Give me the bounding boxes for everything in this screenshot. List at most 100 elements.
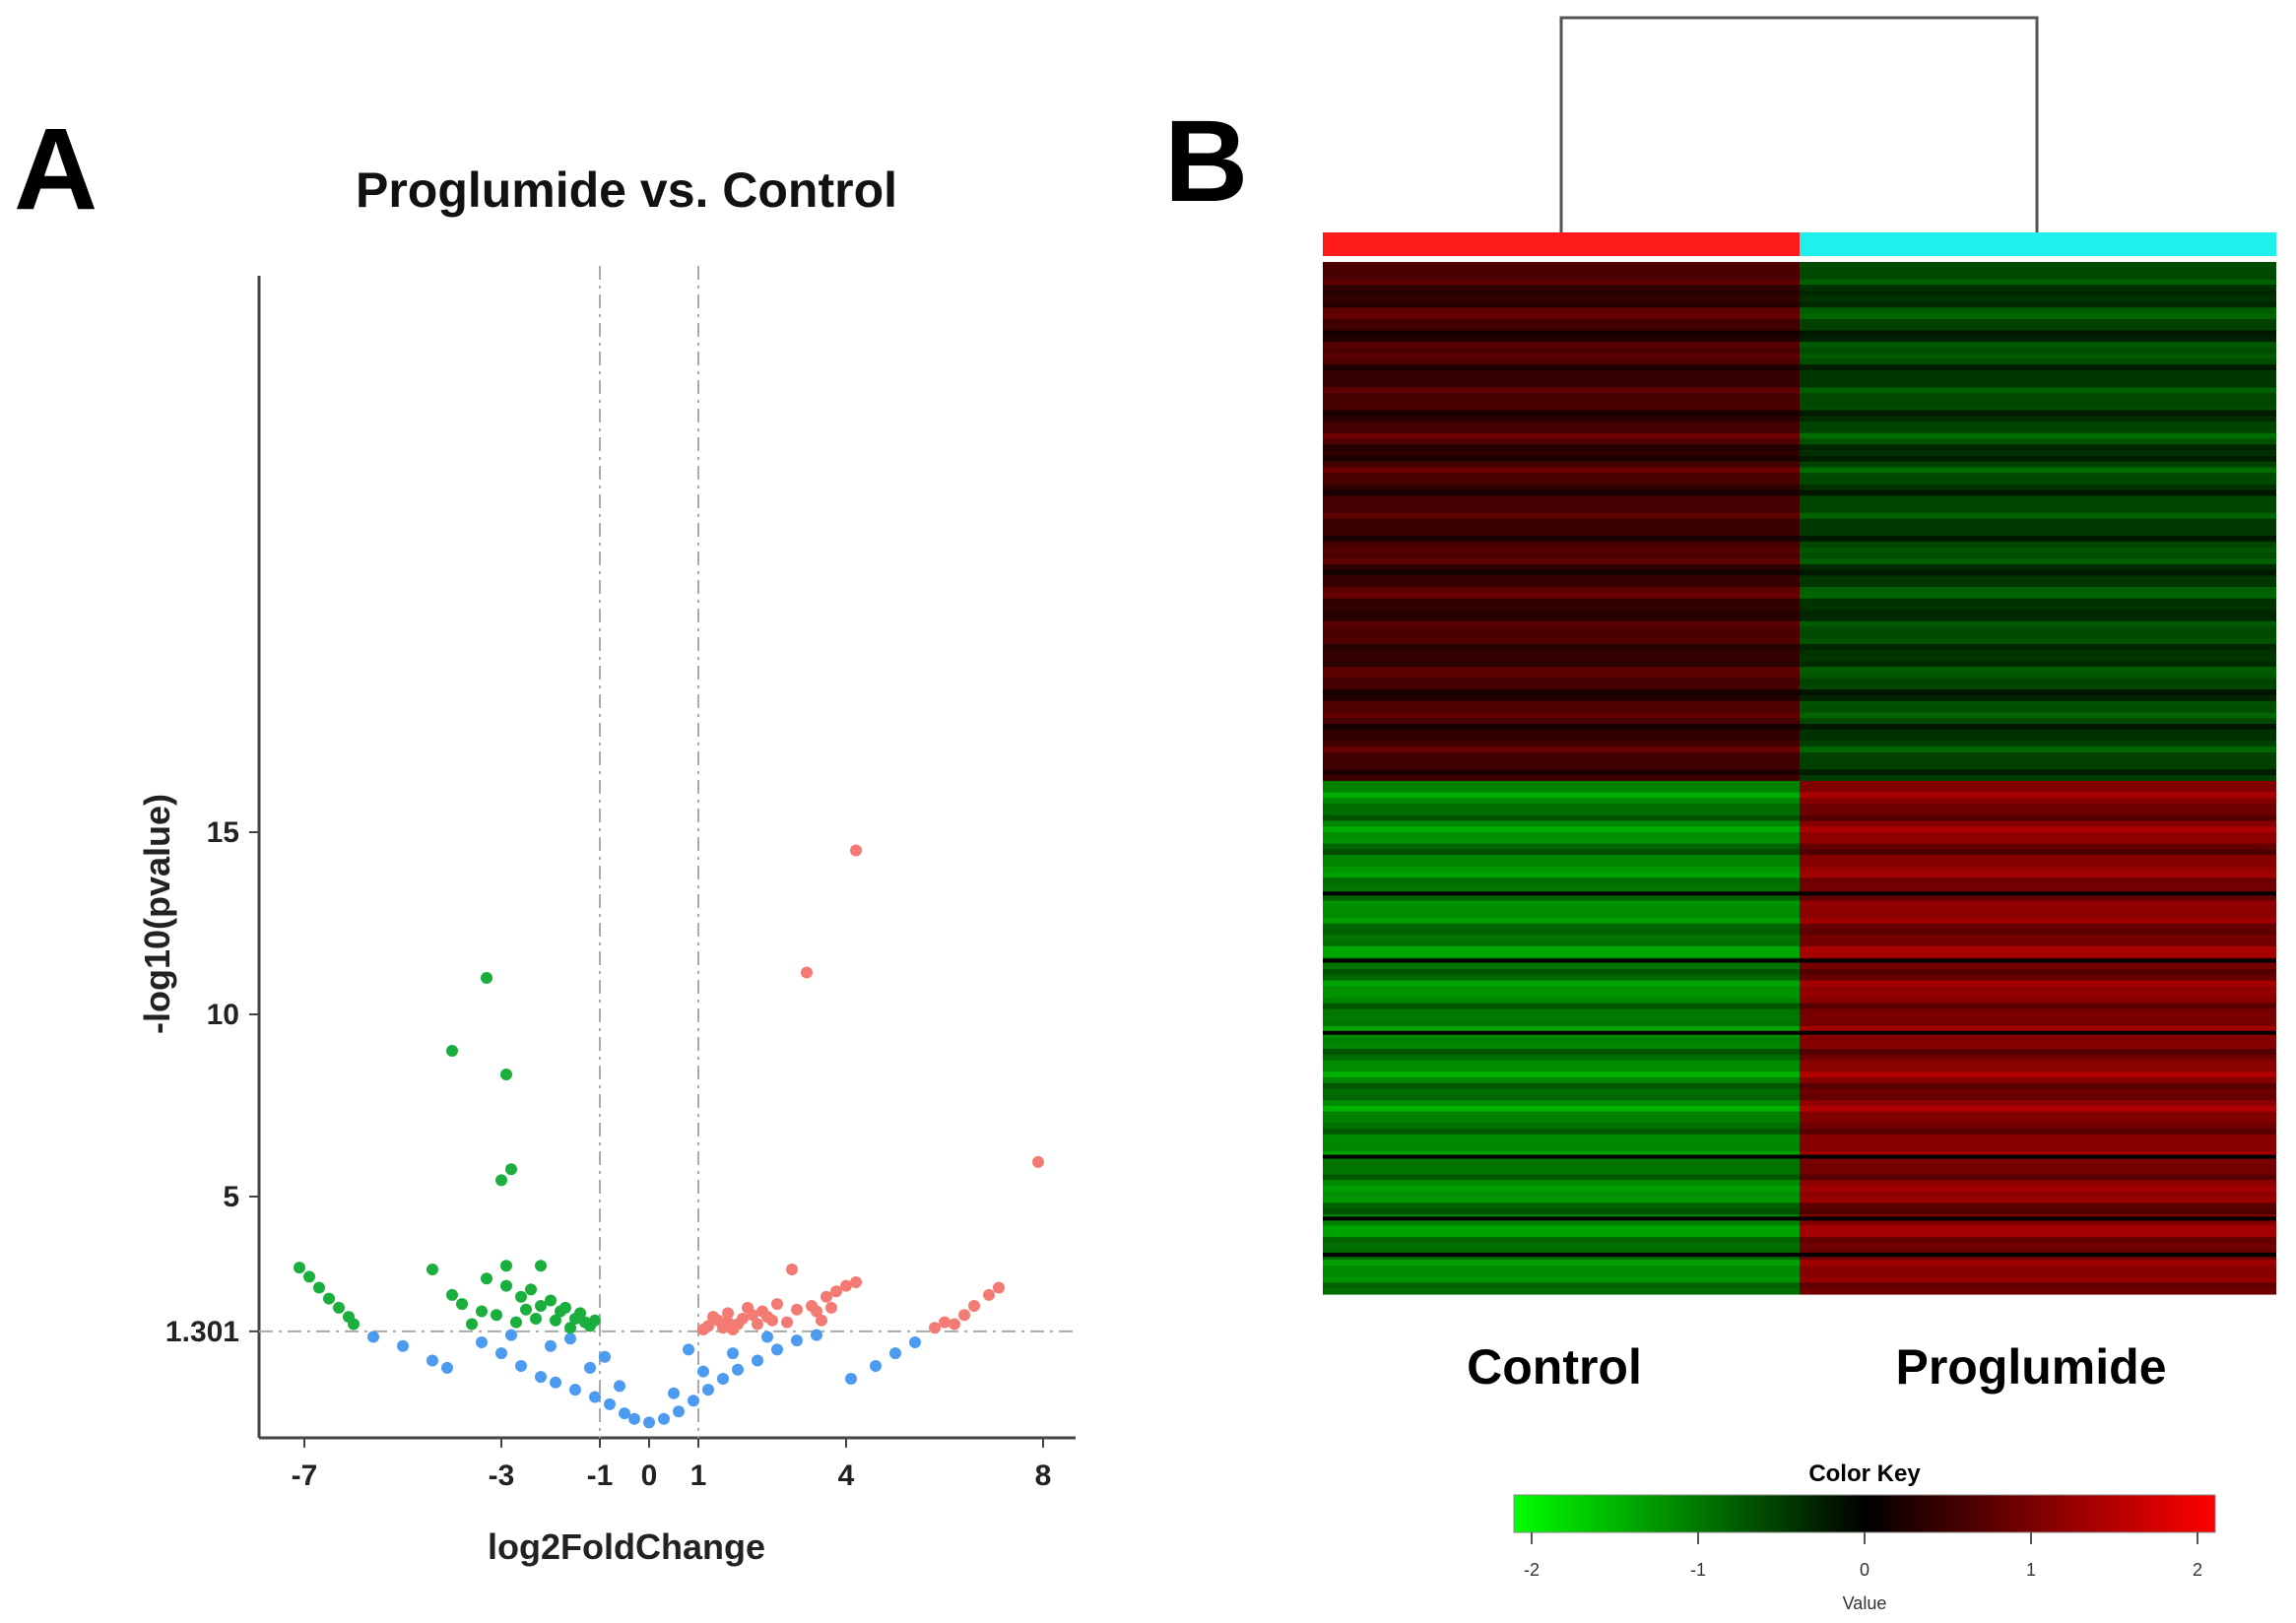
heatmap-cell-proglumide: [1800, 814, 2276, 822]
heatmap-cell-proglumide: [1800, 1003, 2276, 1010]
volcano-point-down: [476, 1305, 488, 1318]
heatmap-cell-control: [1323, 1031, 1800, 1039]
color-key-tick-label: 0: [1860, 1560, 1870, 1580]
volcano-point-up: [1032, 1155, 1044, 1168]
y-tick-label: 5: [223, 1181, 239, 1213]
heatmap-cell-control: [1323, 1071, 1800, 1078]
heatmap-cell-proglumide: [1800, 723, 2276, 731]
panel-b-letter: B: [1164, 97, 1248, 227]
heatmap-cell-proglumide: [1800, 1219, 2276, 1227]
heatmap-cell-control: [1323, 747, 1800, 753]
heatmap-cell-control: [1323, 604, 1800, 611]
heatmap-cell-proglumide: [1800, 1191, 2276, 1199]
heatmap-cell-proglumide: [1800, 912, 2276, 919]
heatmap-cell-proglumide: [1800, 968, 2276, 976]
heatmap-cell-control: [1323, 1208, 1800, 1215]
volcano-point-not-significant: [426, 1354, 438, 1367]
heatmap-cell-control: [1323, 438, 1800, 445]
volcano-point-not-significant: [584, 1361, 596, 1374]
volcano-point-not-significant: [545, 1339, 557, 1352]
heatmap-cell-proglumide: [1800, 581, 2276, 588]
heatmap-cell-control: [1323, 558, 1800, 565]
heatmap-cell-control: [1323, 775, 1800, 782]
volcano-point-down: [446, 1045, 458, 1057]
heatmap-cell-proglumide: [1800, 495, 2276, 502]
heatmap-cell-control: [1323, 535, 1800, 543]
heatmap-cell-proglumide: [1800, 273, 2276, 280]
heatmap-cell-control: [1323, 1270, 1800, 1278]
heatmap-cell-control: [1323, 398, 1800, 406]
volcano-point-not-significant: [505, 1329, 517, 1341]
heatmap-cell-control: [1323, 1020, 1800, 1027]
heatmap-cell-control: [1323, 426, 1800, 434]
heatmap-cell-control: [1323, 381, 1800, 388]
heatmap-cell-proglumide: [1800, 620, 2276, 628]
volcano-point-not-significant: [495, 1347, 507, 1360]
heatmap-cell-control: [1323, 906, 1800, 913]
volcano-point-down: [510, 1316, 522, 1329]
heatmap-cell-proglumide: [1800, 1151, 2276, 1158]
volcano-point-up: [850, 844, 862, 857]
volcano-point-not-significant: [441, 1361, 453, 1374]
volcano-point-down: [535, 1260, 547, 1272]
heatmap-cell-proglumide: [1800, 1111, 2276, 1119]
heatmap-cell-control: [1323, 279, 1800, 286]
heatmap-cell-control: [1323, 849, 1800, 856]
volcano-point-up: [707, 1311, 719, 1324]
heatmap-cell-control: [1323, 484, 1800, 491]
heatmap-cell-proglumide: [1800, 1225, 2276, 1232]
heatmap-cell-control: [1323, 295, 1800, 303]
volcano-point-down: [313, 1281, 325, 1294]
heatmap-cell-proglumide: [1800, 541, 2276, 549]
heatmap-cell-proglumide: [1800, 592, 2276, 600]
heatmap-cell-control: [1323, 992, 1800, 999]
heatmap-cell-control: [1323, 826, 1800, 833]
heatmap-cell-proglumide: [1800, 410, 2276, 417]
heatmap-cell-proglumide: [1800, 1288, 2276, 1295]
heatmap-cell-proglumide: [1800, 1185, 2276, 1193]
volcano-point-up: [722, 1316, 734, 1329]
heatmap-cell-proglumide: [1800, 375, 2276, 383]
heatmap-cell-control: [1323, 1060, 1800, 1067]
heatmap-cell-proglumide: [1800, 741, 2276, 747]
heatmap-cell-proglumide: [1800, 826, 2276, 833]
heatmap-cell-control: [1323, 769, 1800, 776]
heatmap-cell-proglumide: [1800, 575, 2276, 582]
volcano-point-down: [505, 1163, 517, 1176]
heatmap-cell-proglumide: [1800, 780, 2276, 788]
heatmap-cell-control: [1323, 923, 1800, 931]
heatmap-cell-control: [1323, 997, 1800, 1005]
volcano-point-down: [481, 972, 492, 984]
heatmap-cell-control: [1323, 706, 1800, 714]
heatmap-cell-control: [1323, 798, 1800, 805]
heatmap-cell-proglumide: [1800, 1049, 2276, 1056]
heatmap-cell-proglumide: [1800, 347, 2276, 355]
volcano-point-not-significant: [811, 1329, 822, 1341]
heatmap-cell-control: [1323, 1225, 1800, 1232]
proglumide-group-bar: [1800, 232, 2276, 256]
heatmap-cell-proglumide: [1800, 667, 2276, 674]
volcano-point-not-significant: [599, 1350, 611, 1363]
x-tick-label: -1: [587, 1460, 614, 1492]
heatmap-cell-control: [1323, 672, 1800, 680]
heatmap-cell-control: [1323, 1066, 1800, 1072]
x-tick-label: 4: [838, 1460, 855, 1492]
heatmap-cell-proglumide: [1800, 1242, 2276, 1250]
y-tick-label: 1.301: [165, 1316, 239, 1348]
heatmap-cell-control: [1323, 501, 1800, 508]
volcano-point-up: [850, 1275, 862, 1288]
heatmap-cell-proglumide: [1800, 997, 2276, 1005]
heatmap-cell-control: [1323, 649, 1800, 657]
x-tick-label: 8: [1035, 1460, 1052, 1492]
heatmap-separator-row: [1323, 891, 2276, 896]
heatmap-cell-control: [1323, 860, 1800, 868]
heatmap-cell-control: [1323, 404, 1800, 412]
heatmap-cell-proglumide: [1800, 747, 2276, 753]
heatmap-cell-control: [1323, 1266, 1800, 1272]
heatmap-cell-proglumide: [1800, 866, 2276, 874]
volcano-point-not-significant: [550, 1376, 561, 1389]
volcano-point-down: [481, 1272, 492, 1285]
heatmap-cell-proglumide: [1800, 1157, 2276, 1164]
volcano-y-label: -log10(pvalue): [137, 794, 177, 1034]
heatmap-cell-control: [1323, 416, 1800, 422]
